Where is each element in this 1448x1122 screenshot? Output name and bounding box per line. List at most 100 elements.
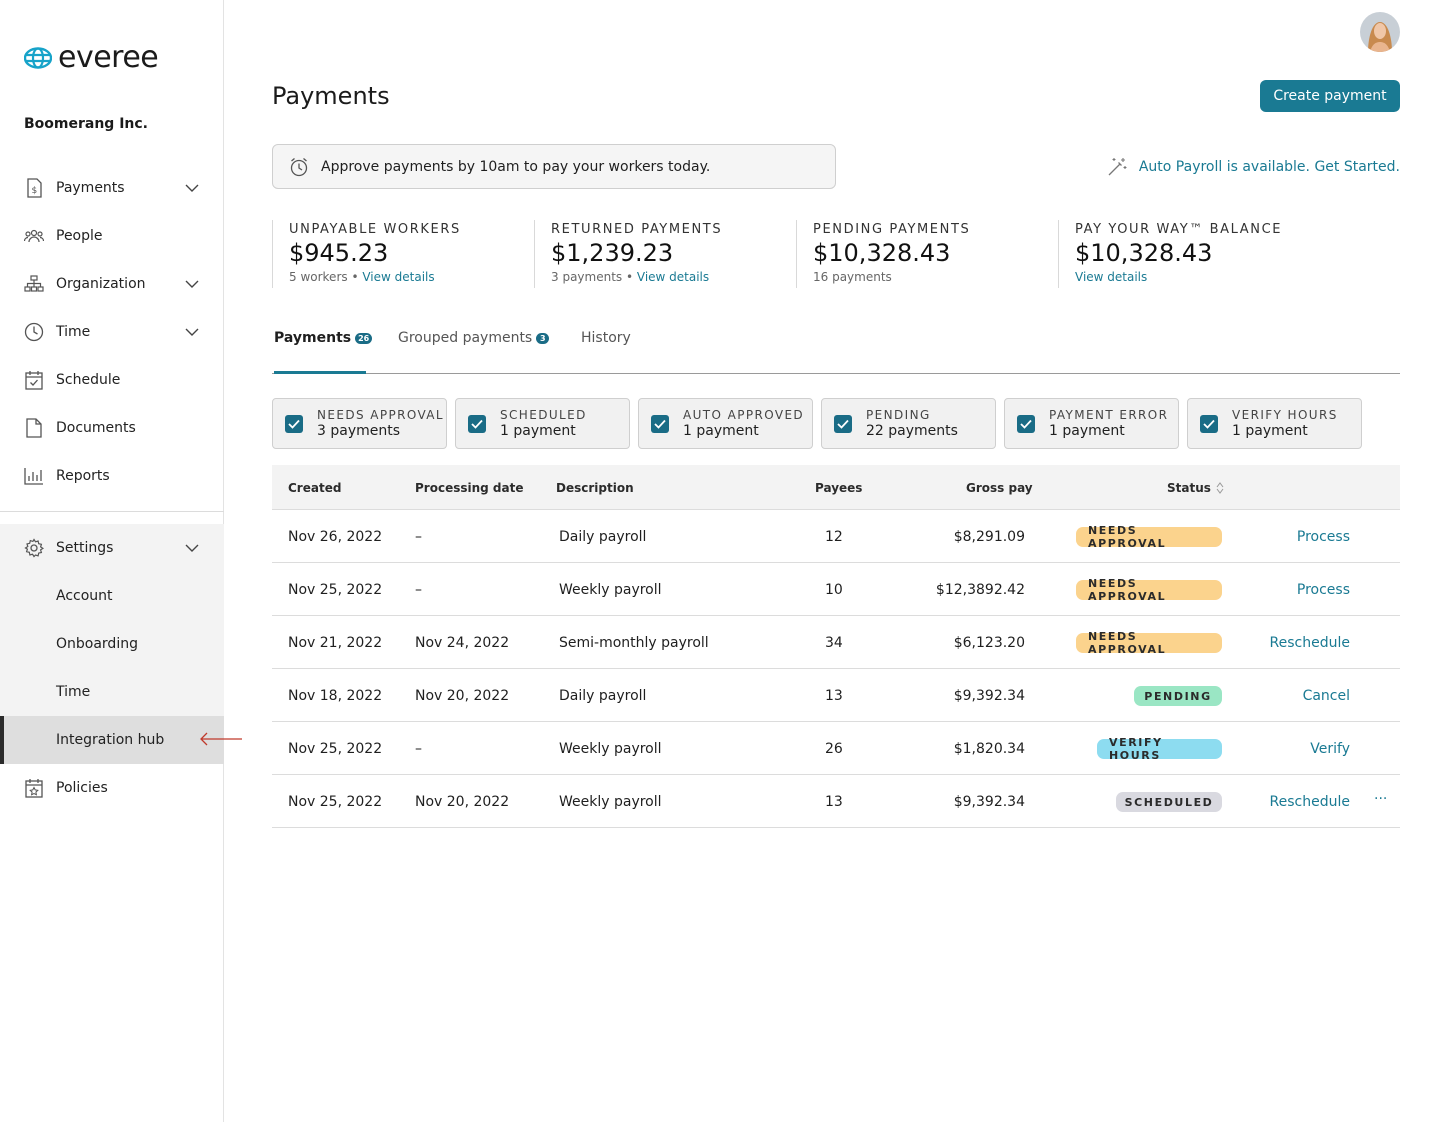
view-details-link[interactable]: View details [1075,270,1148,284]
checkbox-checked-icon[interactable] [468,414,486,433]
stat-meta-text: 5 workers [289,270,348,284]
filter-auto-approved[interactable]: AUTO APPROVED 1 payment [638,398,813,449]
tab-payments[interactable]: Payments 26 [274,330,373,346]
column-header-description[interactable]: Description [556,481,634,495]
checkbox-checked-icon[interactable] [285,414,303,433]
sidebar-nav: $ Payments People Organization Time [0,164,224,500]
row-action-link[interactable]: Process [1296,529,1350,545]
sidebar-item-schedule[interactable]: Schedule [0,356,224,404]
filter-needs-approval[interactable]: NEEDS APPROVAL 3 payments [272,398,447,449]
filter-scheduled[interactable]: SCHEDULED 1 payment [455,398,630,449]
column-header-label: Status [1167,481,1211,495]
sidebar-item-label: Schedule [56,372,121,388]
checkbox-checked-icon[interactable] [834,414,852,433]
calendar-star-icon [24,778,44,798]
chevron-down-icon[interactable] [184,276,200,292]
tab-history[interactable]: History [581,330,631,346]
status-badge: SCHEDULED [1116,792,1222,812]
tab-badge: 26 [355,332,373,344]
filter-label: AUTO APPROVED [683,408,805,422]
cell-description: Daily payroll [559,688,647,704]
avatar[interactable] [1360,12,1400,52]
cell-created: Nov 26, 2022 [288,529,383,545]
sidebar-item-documents[interactable]: Documents [0,404,224,452]
tab-grouped-payments[interactable]: Grouped payments 3 [398,330,550,346]
table-row[interactable]: Nov 21, 2022 Nov 24, 2022 Semi-monthly p… [272,616,1400,669]
svg-text:$: $ [32,186,38,196]
stat-meta: 3 payments • View details [551,270,710,284]
table-row[interactable]: Nov 25, 2022 – Weekly payroll 10 $12,389… [272,563,1400,616]
column-header-gross-pay[interactable]: Gross pay [966,481,1033,495]
table-row[interactable]: Nov 25, 2022 Nov 20, 2022 Weekly payroll… [272,775,1400,828]
sidebar-item-settings[interactable]: Settings [0,524,224,572]
row-action-link[interactable]: Reschedule [1269,794,1350,810]
column-header-created[interactable]: Created [288,481,342,495]
cell-payees: 13 [825,688,843,704]
cell-created: Nov 25, 2022 [288,582,383,598]
auto-payroll-link[interactable]: Auto Payroll is available. Get Started. [1107,157,1400,177]
checkbox-checked-icon[interactable] [651,414,669,433]
sidebar: everee Boomerang Inc. $ Payments People … [0,0,224,1122]
create-payment-button[interactable]: Create payment [1260,80,1400,112]
sidebar-item-people[interactable]: People [0,212,224,260]
filter-count: 3 payments [317,423,401,439]
status-badge: NEEDS APPROVAL [1076,630,1222,656]
stat-pay-your-way-balance: PAY YOUR WAY™ BALANCE $10,328.43 View de… [1058,220,1320,288]
filter-pending[interactable]: PENDING 22 payments [821,398,996,449]
people-icon [24,226,44,246]
sidebar-subitem-account[interactable]: Account [56,588,113,604]
column-header-payees[interactable]: Payees [815,481,863,495]
sidebar-item-label: People [56,228,103,244]
chevron-down-icon[interactable] [184,540,200,556]
sort-icon[interactable] [1216,482,1224,494]
sidebar-item-payments[interactable]: $ Payments [0,164,224,212]
table-row[interactable]: Nov 18, 2022 Nov 20, 2022 Daily payroll … [272,669,1400,722]
gear-icon [24,538,44,558]
checkbox-checked-icon[interactable] [1017,414,1035,433]
everee-logo[interactable]: everee [24,40,159,75]
status-badge: PENDING [1134,686,1222,706]
sidebar-policies-wrapper: Policies [0,764,224,812]
sidebar-item-label: Payments [56,180,125,196]
table-row[interactable]: Nov 25, 2022 – Weekly payroll 26 $1,820.… [272,722,1400,775]
logo-text: everee [58,40,159,75]
view-details-link[interactable]: View details [362,270,435,284]
chevron-down-icon[interactable] [184,324,200,340]
more-options-icon[interactable]: ··· [1374,791,1388,807]
row-action-link[interactable]: Verify [1310,741,1350,757]
bar-chart-icon [24,466,44,486]
filter-verify-hours[interactable]: VERIFY HOURS 1 payment [1187,398,1362,449]
column-header-status[interactable]: Status [1167,481,1224,495]
tabs: Payments 26 Grouped payments 3 History [272,320,1400,374]
table-row[interactable]: Nov 26, 2022 – Daily payroll 12 $8,291.0… [272,510,1400,563]
sidebar-subitem-time[interactable]: Time [56,684,91,700]
filter-label: PAYMENT ERROR [1049,408,1169,422]
sidebar-item-organization[interactable]: Organization [0,260,224,308]
sidebar-item-reports[interactable]: Reports [0,452,224,500]
sidebar-item-policies[interactable]: Policies [0,764,224,812]
sidebar-item-label: Organization [56,276,146,292]
notice-text: Approve payments by 10am to pay your wor… [321,158,711,175]
row-action-link[interactable]: Process [1296,582,1350,598]
receipt-dollar-icon: $ [24,178,44,198]
sidebar-subitem-onboarding[interactable]: Onboarding [56,636,138,652]
row-action-link[interactable]: Cancel [1302,688,1350,704]
cell-processing-date: Nov 24, 2022 [415,635,510,651]
stat-meta-text: 16 payments [813,270,892,284]
auto-payroll-text: Auto Payroll is available. Get Started. [1138,159,1400,175]
sidebar-item-time[interactable]: Time [0,308,224,356]
globe-logo-icon [24,46,52,69]
chevron-down-icon[interactable] [184,180,200,196]
column-header-processing-date[interactable]: Processing date [415,481,524,495]
cell-payees: 10 [825,582,843,598]
row-action-link[interactable]: Reschedule [1269,635,1350,651]
stat-value: $945.23 [289,239,389,267]
stat-label: PENDING PAYMENTS [813,222,971,237]
stat-unpayable-workers: UNPAYABLE WORKERS $945.23 5 workers • Vi… [272,220,534,288]
view-details-link[interactable]: View details [636,270,710,284]
cell-description: Weekly payroll [559,741,662,757]
filter-payment-error[interactable]: PAYMENT ERROR 1 payment [1004,398,1179,449]
checkbox-checked-icon[interactable] [1200,414,1218,433]
sidebar-subitem-integration-hub[interactable]: Integration hub [0,716,224,764]
company-name: Boomerang Inc. [24,116,148,132]
